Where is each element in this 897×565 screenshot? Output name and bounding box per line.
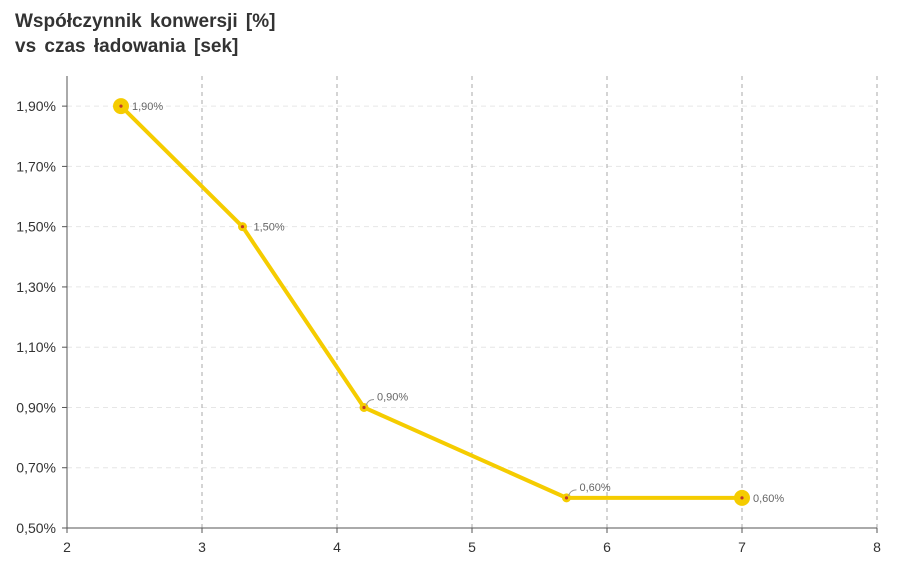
x-tick-label: 6: [603, 539, 611, 555]
x-tick-label: 5: [468, 539, 476, 555]
grid: [67, 76, 878, 528]
data-label: 1,90%: [132, 101, 163, 113]
y-tick-label: 1,90%: [16, 98, 56, 114]
series-line-layer: [119, 104, 744, 500]
chart-title-line-2: vs czas ładowania [sek]: [15, 36, 239, 57]
y-tick-label: 0,90%: [16, 399, 56, 415]
y-tick-label: 0,50%: [16, 520, 56, 536]
data-point-center: [564, 496, 569, 500]
x-tick-label: 2: [63, 539, 71, 555]
data-label: 0,60%: [753, 493, 784, 505]
data-label-layer: 1,90% 1,50% 0,90% 0,60% 0,60%: [132, 101, 784, 505]
data-label: 0,60%: [580, 482, 611, 494]
y-tick-label: 1,70%: [16, 158, 56, 174]
data-point-center: [119, 104, 123, 108]
series-line: [119, 104, 744, 500]
chart-title: Współczynnik konwersji [%] vs czas ładow…: [15, 9, 275, 59]
x-tick-label: 4: [333, 539, 341, 555]
data-label-leader: [568, 489, 577, 497]
chart-title-line-1: Współczynnik konwersji [%]: [15, 11, 276, 32]
y-tick-label: 1,30%: [16, 279, 56, 295]
data-label: 1,50%: [254, 222, 285, 234]
y-tick-label: 1,50%: [16, 219, 56, 235]
y-tick-label: 0,70%: [16, 460, 56, 476]
marker-layer: [113, 98, 750, 506]
data-point-center: [362, 405, 366, 410]
data-point-center: [240, 225, 245, 229]
y-tick-label: 1,10%: [16, 339, 56, 355]
x-tick-label: 8: [873, 539, 881, 555]
axes: 0,50% 0,70% 0,90% 1,10% 1,30% 1,50% 1,70% 1,90%…: [16, 76, 881, 555]
x-tick-label: 3: [198, 539, 206, 555]
data-label-leader: [365, 398, 375, 406]
data-point-center: [740, 496, 744, 500]
data-label: 0,90%: [377, 391, 408, 403]
x-tick-label: 7: [738, 539, 746, 555]
